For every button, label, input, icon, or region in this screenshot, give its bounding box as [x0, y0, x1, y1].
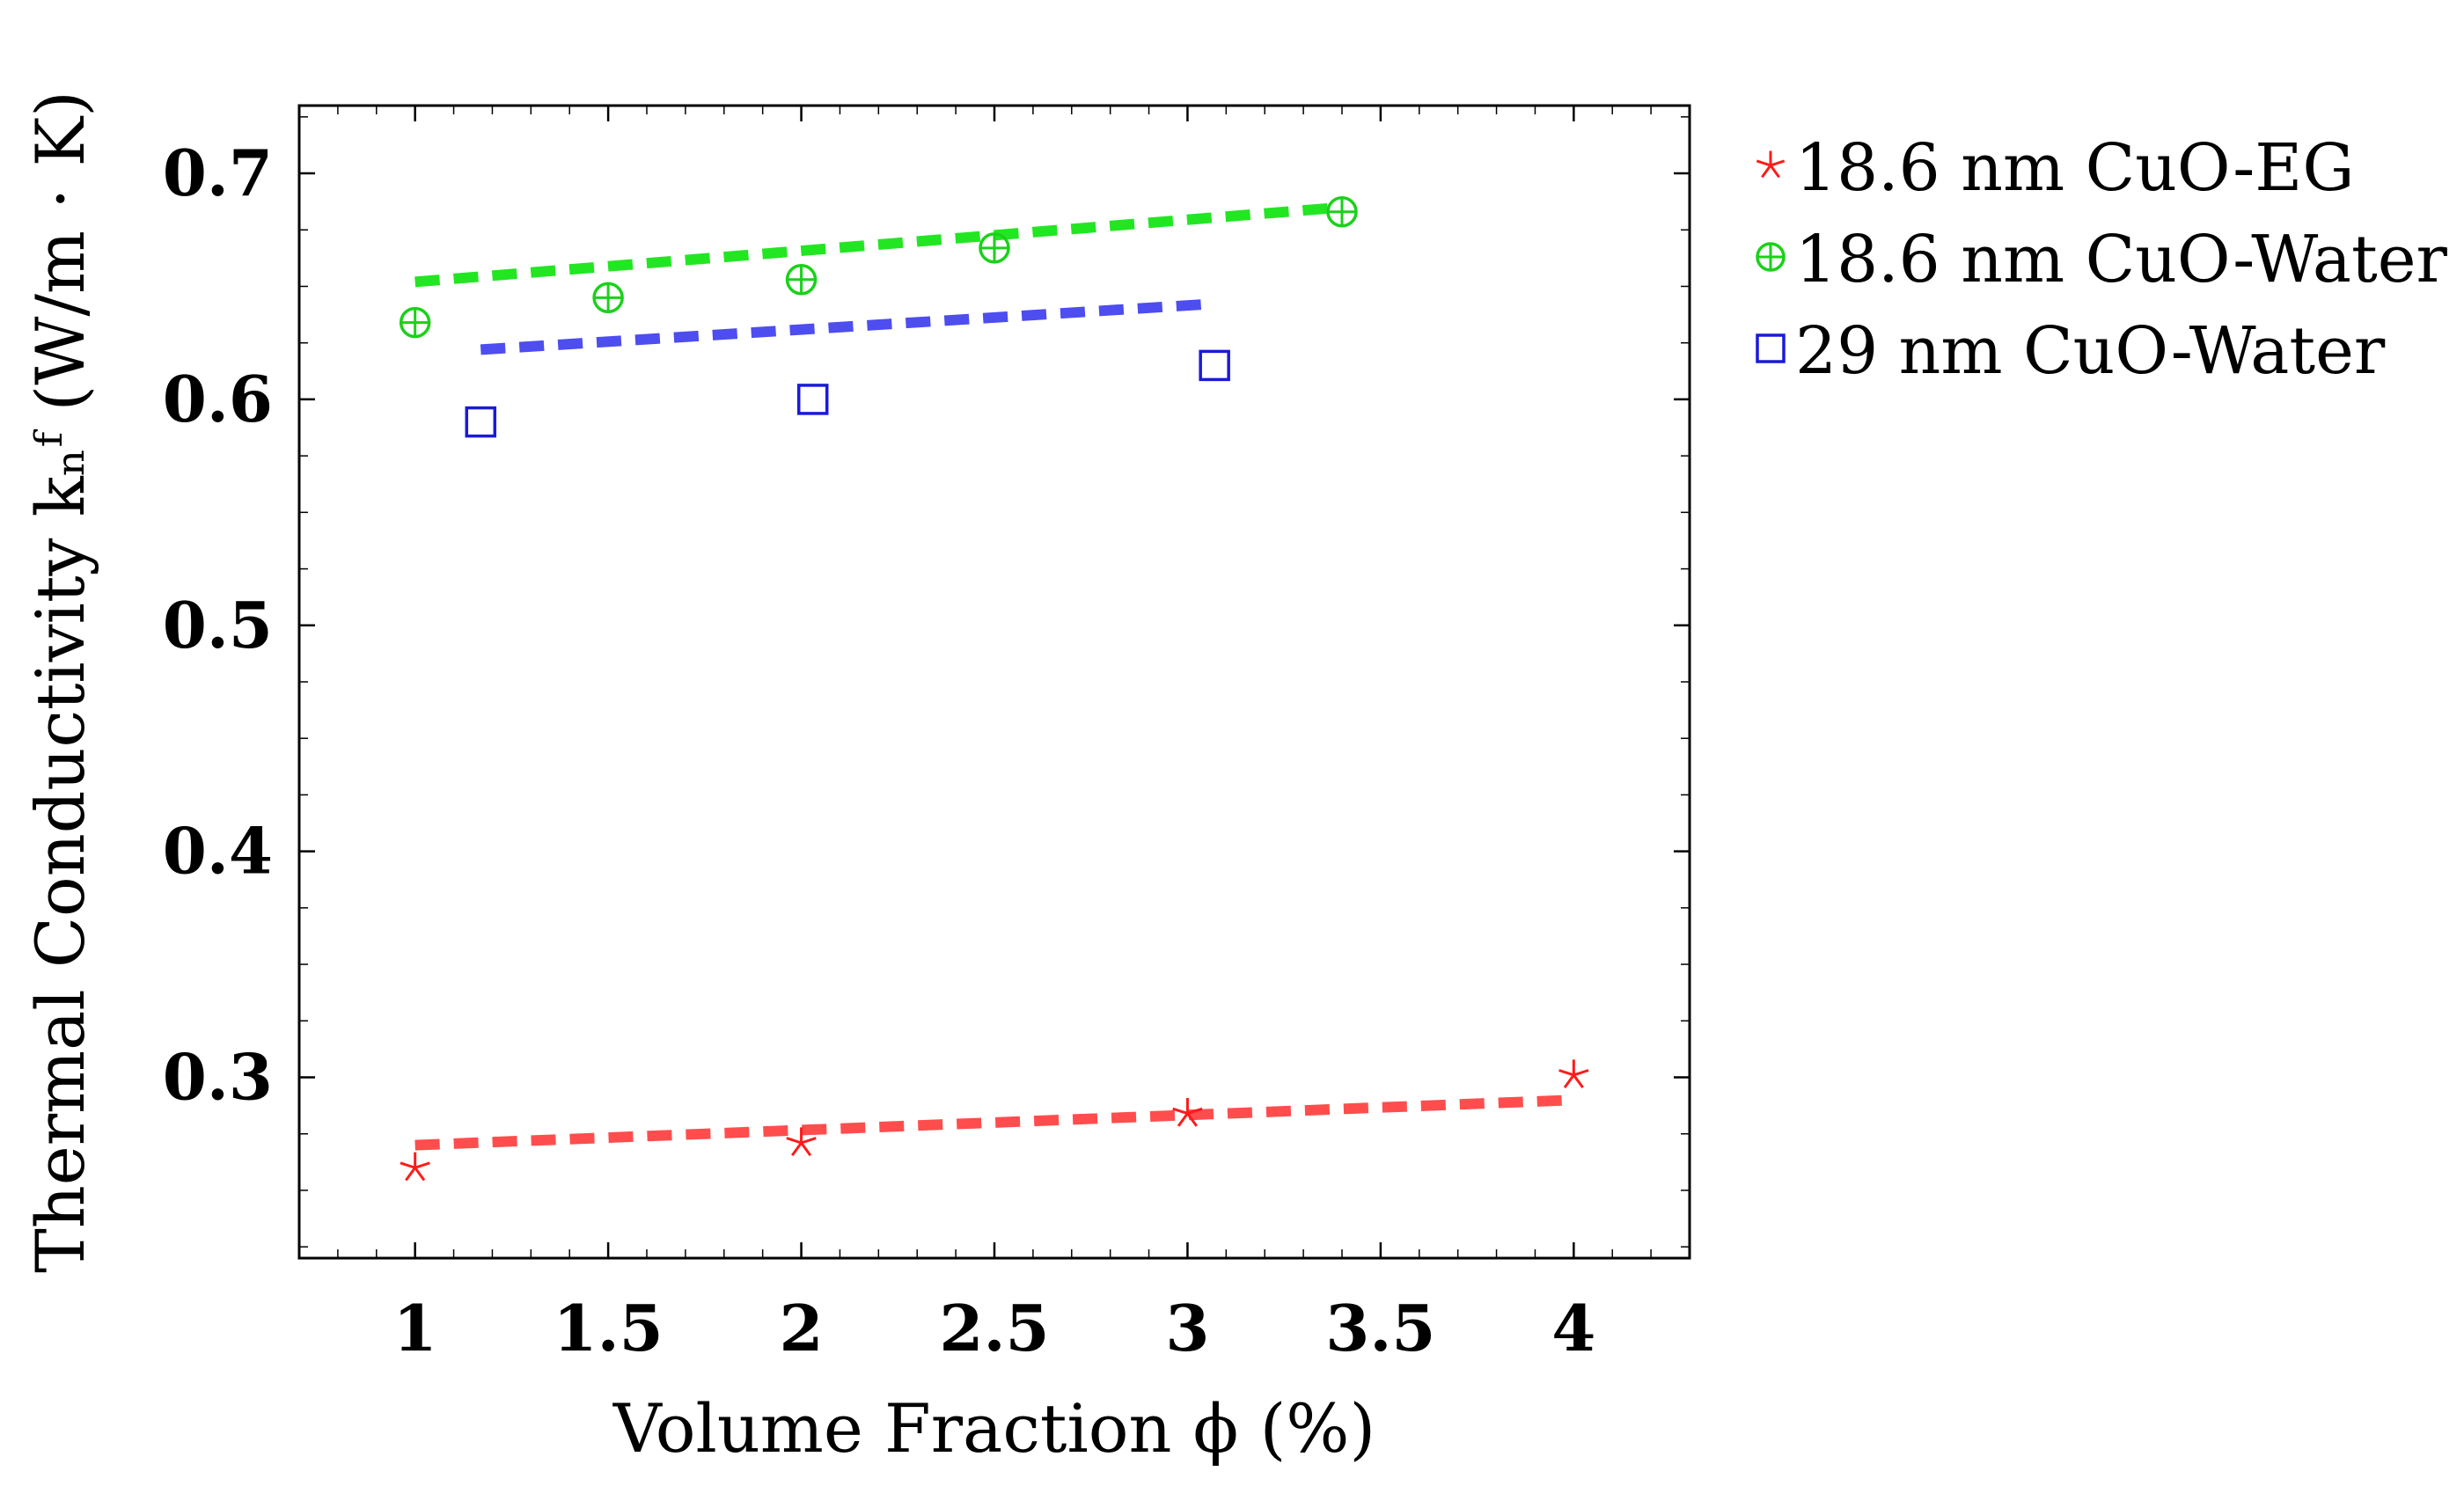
legend-marker — [1756, 150, 1786, 179]
data-point — [399, 306, 431, 339]
x-tick-label: 1 — [393, 1291, 437, 1365]
y-axis-label: Thermal Conductivity kₙᶠ (W/m · K) — [21, 91, 99, 1273]
fit-line — [480, 299, 1204, 355]
data-point — [979, 232, 1010, 264]
fit-line — [414, 201, 1343, 288]
y-tick-label: 0.7 — [163, 135, 273, 210]
y-tick-label: 0.5 — [163, 588, 273, 662]
legend: 18.6 nm CuO-EG 18.6 nm CuO-Water 29 nm CuO… — [1756, 130, 2448, 389]
x-tick-label: 2.5 — [939, 1291, 1049, 1365]
legend-label: 18.6 nm CuO-EG — [1795, 130, 2354, 206]
x-tick-label: 2 — [780, 1291, 824, 1365]
x-tick-label: 3 — [1165, 1291, 1209, 1365]
data-point — [465, 406, 497, 438]
legend-marker — [1756, 333, 1786, 363]
data-point — [400, 1152, 430, 1182]
data-point — [592, 282, 624, 314]
y-tick-label: 0.3 — [163, 1040, 273, 1115]
x-tick-label: 4 — [1551, 1291, 1595, 1365]
data-point — [786, 1127, 817, 1157]
data-point — [785, 264, 818, 296]
ticks — [298, 106, 1690, 1258]
y-tick-label: 0.4 — [163, 814, 273, 889]
y-tick-labels: 0.3 0.4 0.5 0.6 0.7 — [163, 135, 273, 1114]
x-tick-label: 3.5 — [1325, 1291, 1435, 1365]
y-tick-label: 0.6 — [163, 362, 273, 436]
data-point — [1199, 349, 1230, 382]
markers — [399, 195, 1589, 1182]
legend-label: 29 nm CuO-Water — [1795, 313, 2386, 389]
legend-marker — [1756, 242, 1786, 272]
fit-line — [414, 1094, 1574, 1151]
data-point — [1172, 1098, 1203, 1127]
x-tick-labels: 1 1.5 2 2.5 3 3.5 4 — [393, 1291, 1596, 1365]
legend-label: 18.6 nm CuO-Water — [1795, 222, 2448, 297]
x-axis-label: Volume Fraction ϕ (%) — [612, 1389, 1375, 1468]
data-point — [1558, 1059, 1589, 1089]
data-point — [1326, 195, 1358, 228]
data-point — [796, 384, 829, 415]
x-tick-label: 1.5 — [553, 1291, 663, 1365]
fit-lines — [414, 201, 1574, 1151]
